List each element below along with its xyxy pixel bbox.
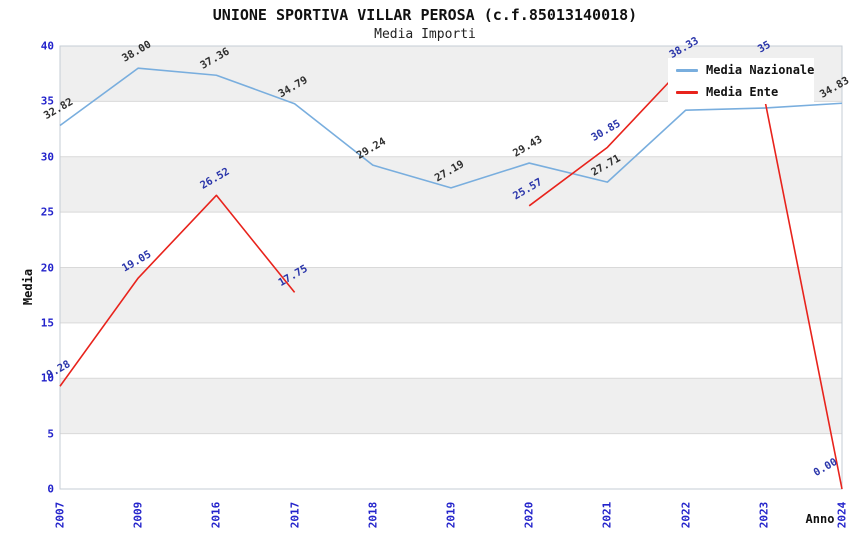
chart-subtitle: Media Importi bbox=[374, 27, 476, 42]
legend-item-label: Media Nazionale bbox=[706, 63, 815, 77]
legend-swatch-icon bbox=[676, 68, 698, 72]
media-ente-line bbox=[59, 194, 296, 387]
x-axis-title: Anno bbox=[805, 512, 835, 526]
plot-band bbox=[60, 433, 842, 489]
x-tick-label: 2016 bbox=[209, 501, 223, 529]
x-tick-label: 2021 bbox=[600, 501, 614, 529]
x-tick-label: 2007 bbox=[53, 501, 67, 529]
x-tick-label: 2020 bbox=[522, 501, 536, 529]
y-tick-label: 0 bbox=[47, 482, 54, 496]
y-tick-label: 10 bbox=[40, 371, 54, 385]
plot-band bbox=[60, 322, 842, 379]
x-tick-label: 2018 bbox=[366, 501, 380, 529]
plot-band bbox=[60, 101, 842, 157]
chart-title: UNIONE SPORTIVA VILLAR PEROSA (c.f.85013… bbox=[212, 6, 638, 24]
plot-border bbox=[59, 45, 843, 490]
y-tick-label: 20 bbox=[40, 261, 54, 274]
y-tick-label: 40 bbox=[40, 39, 54, 53]
plot-band bbox=[60, 378, 842, 434]
legend-swatch-icon bbox=[676, 90, 698, 94]
y-tick-label: 15 bbox=[40, 316, 54, 330]
plot-band bbox=[60, 212, 842, 268]
y-axis-title: Media bbox=[21, 268, 35, 306]
x-tick-label: 2024 bbox=[835, 501, 849, 529]
legend: Media Nazionale Media Ente bbox=[668, 58, 814, 104]
data-label: 35 bbox=[756, 39, 773, 56]
x-tick-label: 2017 bbox=[288, 501, 302, 529]
legend-item: Media Ente bbox=[676, 84, 814, 100]
legend-item-label: Media Ente bbox=[706, 85, 779, 99]
media-nazionale-line bbox=[59, 67, 843, 189]
plot-band bbox=[60, 267, 842, 323]
legend-item: Media Nazionale bbox=[676, 62, 814, 78]
x-tick-label: 2009 bbox=[131, 501, 145, 529]
y-tick-label: 5 bbox=[47, 427, 54, 441]
x-tick-label: 2023 bbox=[757, 501, 771, 529]
x-tick-label: 2022 bbox=[679, 501, 693, 529]
plot-band bbox=[60, 156, 842, 213]
y-tick-label: 30 bbox=[40, 150, 54, 164]
y-tick-label: 35 bbox=[40, 94, 54, 108]
x-tick-label: 2019 bbox=[444, 501, 458, 529]
y-tick-label: 25 bbox=[40, 205, 54, 219]
